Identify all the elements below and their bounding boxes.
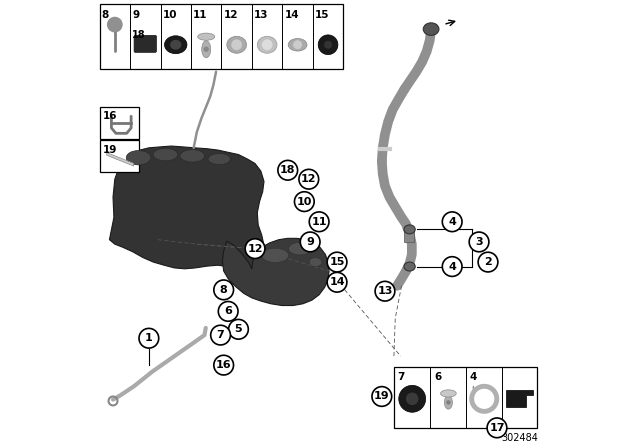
Circle shape	[278, 160, 298, 180]
Ellipse shape	[257, 36, 277, 53]
Text: 12: 12	[224, 10, 238, 20]
Text: 18: 18	[132, 30, 146, 40]
Circle shape	[300, 232, 320, 252]
Ellipse shape	[288, 39, 307, 51]
Circle shape	[442, 212, 462, 232]
Text: 4: 4	[470, 372, 477, 382]
Circle shape	[218, 302, 238, 321]
Circle shape	[294, 192, 314, 211]
Circle shape	[375, 281, 395, 301]
Ellipse shape	[444, 396, 452, 409]
Circle shape	[469, 232, 489, 252]
Bar	[404, 232, 414, 242]
Bar	[100, 140, 139, 172]
Ellipse shape	[423, 23, 439, 35]
Text: 14: 14	[285, 10, 300, 20]
Circle shape	[327, 272, 347, 292]
Text: 4: 4	[448, 217, 456, 227]
Circle shape	[228, 319, 248, 339]
Text: 11: 11	[311, 217, 327, 227]
Text: 14: 14	[329, 277, 345, 287]
Circle shape	[214, 355, 234, 375]
Text: 16: 16	[103, 111, 117, 121]
Circle shape	[231, 39, 242, 50]
Ellipse shape	[404, 225, 415, 234]
Ellipse shape	[180, 150, 205, 162]
Ellipse shape	[208, 153, 230, 165]
Text: 10: 10	[163, 10, 177, 20]
Text: 15: 15	[315, 10, 330, 20]
Text: 6: 6	[434, 372, 442, 382]
Bar	[394, 367, 538, 428]
Circle shape	[108, 17, 122, 32]
Text: 3: 3	[476, 237, 483, 247]
Ellipse shape	[404, 262, 415, 271]
Text: 11: 11	[193, 10, 208, 20]
Text: 6: 6	[224, 306, 232, 316]
Text: 19: 19	[374, 392, 390, 401]
Circle shape	[139, 328, 159, 348]
Text: 8: 8	[102, 10, 109, 20]
Text: 7: 7	[397, 372, 405, 382]
Ellipse shape	[262, 248, 289, 263]
Text: 9: 9	[306, 237, 314, 247]
Circle shape	[372, 387, 392, 406]
Circle shape	[442, 257, 462, 276]
Text: 9: 9	[132, 10, 140, 20]
Text: 13: 13	[377, 286, 393, 296]
Ellipse shape	[202, 41, 211, 58]
Text: 4: 4	[448, 262, 456, 271]
Text: 302484: 302484	[502, 433, 539, 443]
Ellipse shape	[309, 258, 322, 267]
Text: 8: 8	[220, 285, 228, 295]
Circle shape	[299, 169, 319, 189]
Text: 17: 17	[489, 423, 505, 433]
Ellipse shape	[153, 148, 178, 161]
Polygon shape	[107, 153, 134, 166]
Text: 1: 1	[145, 333, 153, 343]
Circle shape	[262, 39, 273, 50]
Circle shape	[327, 252, 347, 272]
Circle shape	[446, 400, 451, 405]
Text: 19: 19	[103, 145, 117, 155]
Circle shape	[293, 40, 302, 49]
Circle shape	[204, 47, 209, 52]
Circle shape	[211, 325, 230, 345]
Bar	[100, 107, 139, 139]
Ellipse shape	[164, 36, 187, 54]
Bar	[100, 4, 343, 69]
Ellipse shape	[440, 390, 456, 397]
Polygon shape	[506, 390, 533, 407]
Text: 13: 13	[254, 10, 269, 20]
FancyBboxPatch shape	[134, 35, 157, 52]
Text: 10: 10	[296, 197, 312, 207]
Circle shape	[487, 418, 507, 438]
Circle shape	[214, 280, 234, 300]
Ellipse shape	[170, 40, 181, 50]
Ellipse shape	[227, 36, 246, 53]
Text: 5: 5	[235, 324, 243, 334]
Circle shape	[399, 385, 426, 412]
Circle shape	[406, 392, 419, 405]
Circle shape	[309, 212, 329, 232]
Polygon shape	[222, 238, 329, 306]
Ellipse shape	[198, 33, 215, 40]
Ellipse shape	[289, 242, 311, 255]
Text: 7: 7	[217, 330, 225, 340]
Polygon shape	[109, 146, 264, 270]
Ellipse shape	[126, 151, 151, 165]
Circle shape	[324, 41, 332, 49]
Text: 16: 16	[216, 360, 232, 370]
Text: 12: 12	[247, 244, 263, 254]
Text: 18: 18	[280, 165, 296, 175]
Text: 12: 12	[301, 174, 317, 184]
Circle shape	[478, 252, 498, 272]
Text: 15: 15	[330, 257, 345, 267]
Circle shape	[245, 239, 265, 258]
Text: 2: 2	[484, 257, 492, 267]
Circle shape	[318, 35, 338, 55]
